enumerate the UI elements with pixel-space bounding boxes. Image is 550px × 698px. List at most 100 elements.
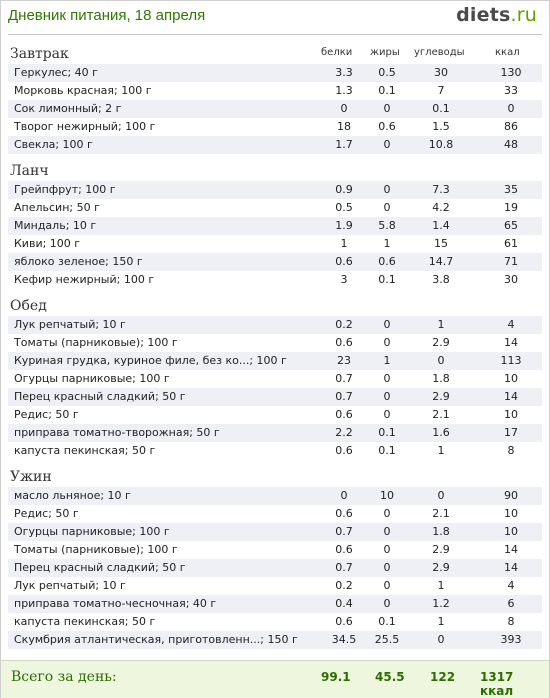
totals-label: Всего за день:: [11, 669, 117, 685]
food-row[interactable]: приправа томатно-чесночная; 40 г 0.4 0 1.2 6: [8, 595, 542, 613]
fat-value: 0: [383, 543, 391, 556]
column-header-protein: белки: [321, 47, 353, 58]
protein-value: 0.6: [335, 336, 353, 349]
protein-value: 2.2: [335, 426, 353, 439]
food-row[interactable]: Томаты (парниковые); 100 г 0.6 0 2.9 14: [8, 541, 542, 559]
fat-value: 0.1: [378, 615, 396, 628]
food-name: капуста пекинская; 50 г: [14, 444, 156, 457]
carbs-value: 0: [437, 489, 445, 502]
food-name: Свекла; 100 г: [14, 138, 93, 151]
food-name: Морковь красная; 100 г: [14, 84, 152, 97]
food-name: Миндаль; 10 г: [14, 219, 97, 232]
carbs-value: 0.1: [432, 102, 450, 115]
food-name: Томаты (парниковые); 100 г: [14, 543, 178, 556]
food-row[interactable]: Геркулес; 40 г 3.3 0.5 30 130: [8, 64, 542, 82]
food-name: Сок лимонный; 2 г: [14, 102, 122, 115]
food-row[interactable]: Киви; 100 г 1 1 15 61: [8, 235, 542, 253]
food-row[interactable]: Томаты (парниковые); 100 г 0.6 0 2.9 14: [8, 334, 542, 352]
kcal-value: 30: [504, 273, 518, 286]
food-row[interactable]: Огурцы парниковые; 100 г 0.7 0 1.8 10: [8, 370, 542, 388]
food-row[interactable]: Куриная грудка, куриное филе, без ко...;…: [8, 352, 542, 370]
food-name: Геркулес; 40 г: [14, 66, 98, 79]
food-row[interactable]: Свекла; 100 г 1.7 0 10.8 48: [8, 136, 542, 154]
fat-value: 1: [383, 237, 391, 250]
kcal-value: 4: [507, 318, 515, 331]
food-row[interactable]: яблоко зеленое; 150 г 0.6 0.6 14.7 71: [8, 253, 542, 271]
carbs-value: 4.2: [432, 201, 450, 214]
totals-carbs: 122: [430, 670, 456, 684]
protein-value: 0.7: [335, 561, 353, 574]
food-row[interactable]: масло льняное; 10 г 0 10 0 90: [8, 487, 542, 505]
column-header-kcal: ккал: [495, 47, 520, 58]
food-row[interactable]: Морковь красная; 100 г 1.3 0.1 7 33: [8, 82, 542, 100]
food-row[interactable]: Перец красный сладкий; 50 г 0.7 0 2.9 14: [8, 559, 542, 577]
food-name: Лук репчатый; 10 г: [14, 579, 126, 592]
carbs-value: 3.8: [432, 273, 450, 286]
carbs-value: 1.8: [432, 372, 450, 385]
carbs-value: 1: [437, 318, 445, 331]
carbs-value: 2.1: [432, 408, 450, 421]
carbs-value: 7: [437, 84, 445, 97]
food-row[interactable]: Перец красный сладкий; 50 г 0.7 0 2.9 14: [8, 388, 542, 406]
carbs-value: 10.8: [428, 138, 454, 151]
fat-value: 0: [383, 561, 391, 574]
food-name: приправа томатно-чесночная; 40 г: [14, 597, 217, 610]
totals-protein: 99.1: [321, 670, 351, 684]
kcal-value: 0: [507, 102, 515, 115]
carbs-value: 7.3: [432, 183, 450, 196]
fat-value: 0.1: [378, 426, 396, 439]
food-name: Редис; 50 г: [14, 408, 79, 421]
food-row[interactable]: приправа томатно-творожная; 50 г 2.2 0.1 1.…: [8, 424, 542, 442]
food-row[interactable]: Редис; 50 г 0.6 0 2.1 10: [8, 505, 542, 523]
food-row[interactable]: Творог нежирный; 100 г 18 0.6 1.5 86: [8, 118, 542, 136]
food-name: Перец красный сладкий; 50 г: [14, 561, 186, 574]
protein-value: 1.3: [335, 84, 353, 97]
carbs-value: 0: [437, 354, 445, 367]
food-row[interactable]: Апельсин; 50 г 0.5 0 4.2 19: [8, 199, 542, 217]
food-row[interactable]: Сок лимонный; 2 г 0 0 0.1 0: [8, 100, 542, 118]
food-row[interactable]: Миндаль; 10 г 1.9 5.8 1.4 65: [8, 217, 542, 235]
carbs-value: 2.9: [432, 336, 450, 349]
fat-value: 5.8: [378, 219, 396, 232]
food-row[interactable]: Лук репчатый; 10 г 0.2 0 1 4: [8, 316, 542, 334]
protein-value: 0: [340, 102, 348, 115]
fat-value: 0.6: [378, 255, 396, 268]
kcal-value: 393: [500, 633, 522, 646]
kcal-value: 4: [507, 579, 515, 592]
kcal-value: 14: [504, 390, 518, 403]
food-row[interactable]: Огурцы парниковые; 100 г 0.7 0 1.8 10: [8, 523, 542, 541]
food-row[interactable]: Грейпфрут; 100 г 0.9 0 7.3 35: [8, 181, 542, 199]
protein-value: 0.6: [335, 255, 353, 268]
protein-value: 0: [340, 489, 348, 502]
protein-value: 3: [340, 273, 348, 286]
kcal-value: 33: [504, 84, 518, 97]
site-logo[interactable]: diets.ru: [456, 4, 537, 26]
kcal-value: 86: [504, 120, 518, 133]
carbs-value: 1: [437, 579, 445, 592]
kcal-value: 10: [504, 507, 518, 520]
food-row[interactable]: Лук репчатый; 10 г 0.2 0 1 4: [8, 577, 542, 595]
food-name: Лук репчатый; 10 г: [14, 318, 126, 331]
food-name: Киви; 100 г: [14, 237, 81, 250]
carbs-value: 1.5: [432, 120, 450, 133]
protein-value: 3.3: [335, 66, 353, 79]
carbs-value: 15: [434, 237, 448, 250]
food-row[interactable]: Редис; 50 г 0.6 0 2.1 10: [8, 406, 542, 424]
kcal-value: 14: [504, 336, 518, 349]
carbs-value: 1.6: [432, 426, 450, 439]
meal-title: Ланч: [10, 163, 49, 179]
food-row[interactable]: капуста пекинская; 50 г 0.6 0.1 1 8: [8, 442, 542, 460]
food-row[interactable]: Кефир нежирный; 100 г 3 0.1 3.8 30: [8, 271, 542, 289]
food-row[interactable]: капуста пекинская; 50 г 0.6 0.1 1 8: [8, 613, 542, 631]
fat-value: 0.5: [378, 66, 396, 79]
kcal-value: 8: [507, 444, 515, 457]
food-row[interactable]: Скумбрия атлантическая, приготовленн...;…: [8, 631, 542, 649]
meal-section: Обед Лук репчатый; 10 г 0.2 0 1 4 Томаты (парн…: [8, 296, 542, 460]
kcal-value: 61: [504, 237, 518, 250]
protein-value: 0.6: [335, 543, 353, 556]
food-name: масло льняное; 10 г: [14, 489, 131, 502]
daily-totals: Всего за день: 99.1 45.5 122 1317 ккал: [1, 660, 549, 698]
totals-fat: 45.5: [375, 670, 405, 684]
protein-value: 1: [340, 237, 348, 250]
